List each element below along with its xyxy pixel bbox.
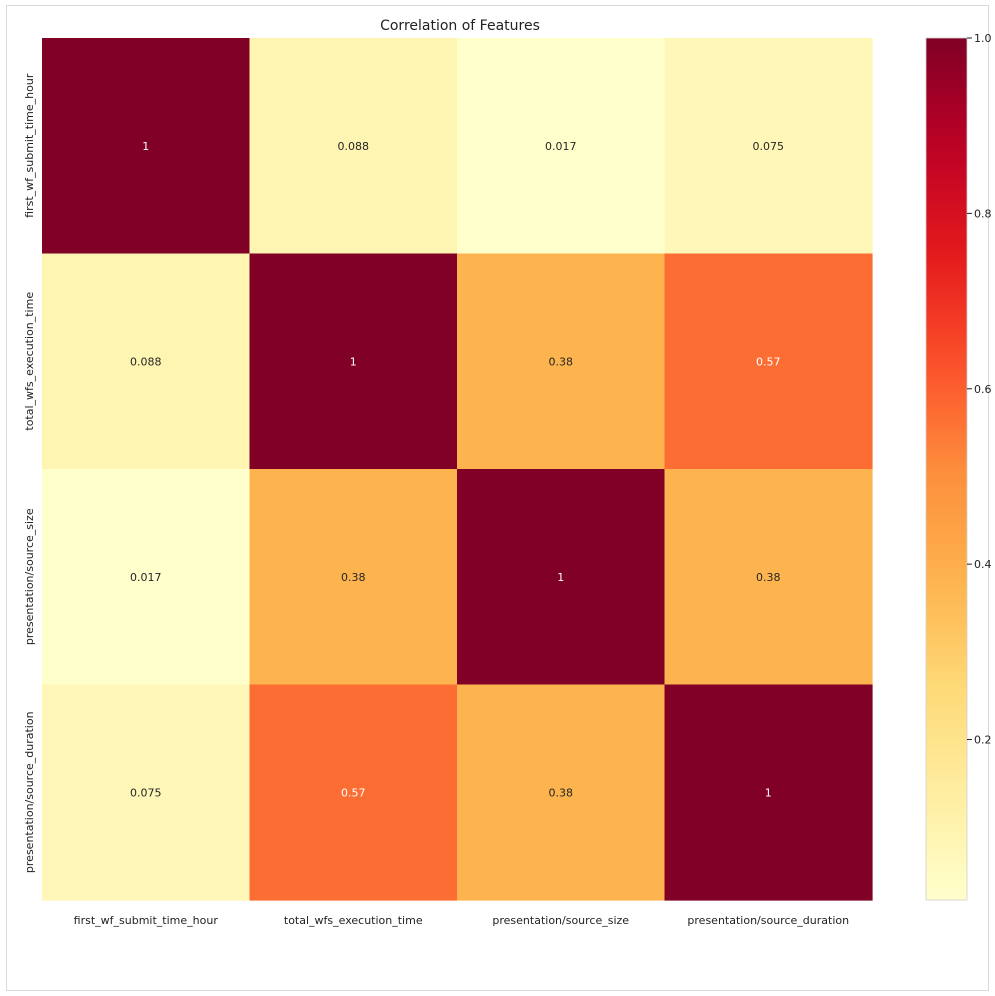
heatmap-cell-label-r0-c1: 0.088 (338, 140, 370, 153)
x-tick-label-0: first_wf_submit_time_hour (74, 914, 219, 927)
heatmap-cell-r3-c3 (664, 684, 873, 901)
x-tick-label-3: presentation/source_duration (687, 914, 849, 927)
heatmap-cell-r1-c0 (42, 253, 251, 470)
heatmap-cell-label-r1-c1: 1 (350, 355, 357, 368)
heatmap-cell-label-r1-c3: 0.57 (756, 355, 781, 368)
heatmap-cell-label-r1-c0: 0.088 (130, 355, 162, 368)
heatmap-cell-r0-c3 (664, 38, 873, 255)
heatmap-cell-label-r1-c2: 0.38 (549, 355, 574, 368)
heatmap-cell-label-r3-c3: 1 (765, 786, 772, 799)
heatmap-cells (42, 38, 873, 901)
heatmap-cell-r2-c0 (42, 469, 251, 686)
heatmap-cell-r3-c1 (249, 684, 458, 901)
heatmap-cell-label-r3-c2: 0.38 (549, 786, 574, 799)
heatmap-cell-label-r0-c3: 0.075 (753, 140, 785, 153)
heatmap-cell-r2-c1 (249, 469, 458, 686)
heatmap-cell-r2-c2 (457, 469, 666, 686)
heatmap-cell-r1-c3 (664, 253, 873, 470)
heatmap-cell-r0-c0 (42, 38, 251, 255)
heatmap-cell-label-r2-c0: 0.017 (130, 571, 162, 584)
colorbar-tick-label-0: 0.2 (974, 734, 992, 747)
heatmap-cell-label-r3-c0: 0.075 (130, 786, 162, 799)
heatmap-cell-r1-c1 (249, 253, 458, 470)
heatmap-cell-label-r2-c1: 0.38 (341, 571, 366, 584)
colorbar-tick-label-4: 1.0 (974, 32, 992, 45)
heatmap-cell-label-r3-c1: 0.57 (341, 786, 366, 799)
heatmap-cell-r3-c2 (457, 684, 666, 901)
heatmap-cell-labels: 1 0.088 0.017 0.075 0.088 1 0.38 0.57 0.017 0.38 1… (130, 140, 784, 800)
y-tick-label-0: first_wf_submit_time_hour (23, 73, 36, 218)
colorbar-tick-label-3: 0.8 (974, 207, 992, 220)
colorbar: 0.2 0.4 0.6 0.8 1.0 (925, 32, 992, 901)
y-tick-label-3: presentation/source_duration (23, 711, 36, 873)
chart-title: Correlation of Features (380, 18, 540, 34)
heatmap-cell-label-r2-c3: 0.38 (756, 571, 781, 584)
heatmap-cell-r3-c0 (42, 684, 251, 901)
heatmap-cell-label-r0-c2: 0.017 (545, 140, 577, 153)
colorbar-tick-label-2: 0.6 (974, 383, 992, 396)
colorbar-gradient (925, 37, 968, 901)
y-tick-label-1: total_wfs_execution_time (23, 292, 36, 431)
x-axis-tick-labels: first_wf_submit_time_hour total_wfs_execu… (74, 914, 849, 927)
heatmap-cell-r0-c1 (249, 38, 458, 255)
heatmap-cell-label-r0-c0: 1 (142, 140, 149, 153)
heatmap-cell-r0-c2 (457, 38, 666, 255)
heatmap-cell-r2-c3 (664, 469, 873, 686)
x-tick-label-1: total_wfs_execution_time (284, 914, 423, 927)
heatmap-cell-label-r2-c2: 1 (557, 571, 564, 584)
colorbar-tick-label-1: 0.4 (974, 558, 992, 571)
y-axis-tick-labels: first_wf_submit_time_hour total_wfs_execu… (23, 73, 36, 873)
y-tick-label-2: presentation/source_size (23, 508, 36, 645)
x-tick-label-2: presentation/source_size (492, 914, 629, 927)
heatmap-cell-r1-c2 (457, 253, 666, 470)
